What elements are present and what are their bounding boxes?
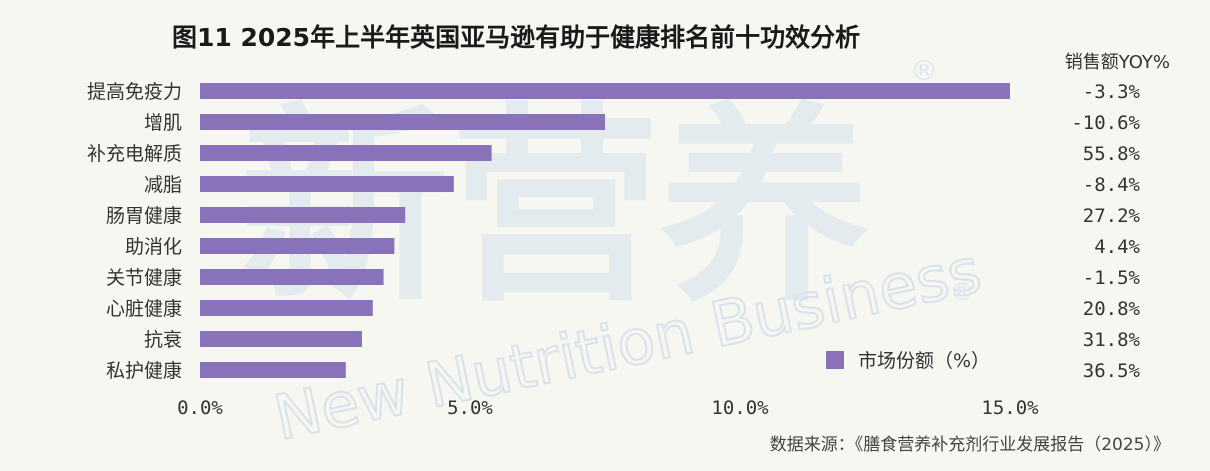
x-tick-0: 0.0%: [177, 397, 223, 419]
legend-label: 市场份额（%）: [858, 350, 991, 372]
chart-title: 图11 2025年上半年英国亚马逊有助于健康排名前十功效分析: [172, 23, 861, 52]
category-label-5: 助消化: [125, 236, 182, 258]
bar-4: [200, 207, 406, 223]
category-label-3: 减脂: [144, 174, 182, 196]
yoy-label-9: 36.5%: [1083, 360, 1141, 382]
legend: 市场份额（%）: [826, 346, 990, 373]
yoy-label-7: 20.8%: [1083, 298, 1141, 320]
bar-1: [200, 114, 605, 130]
category-label-0: 提高免疫力: [87, 81, 182, 103]
bar-3: [200, 176, 454, 192]
category-label-8: 抗衰: [144, 329, 182, 351]
bar-7: [200, 300, 373, 316]
yoy-label-1: -10.6%: [1071, 112, 1140, 134]
yoy-label-6: -1.5%: [1083, 267, 1141, 289]
x-tick-2: 10.0%: [711, 397, 769, 419]
yoy-labels-group: -3.3% -10.6% 55.8% -8.4% 27.2% 4.4% -1.5% 20.8%…: [1071, 81, 1140, 382]
category-label-1: 增肌: [144, 112, 182, 134]
category-label-6: 关节健康: [106, 267, 182, 289]
yoy-label-8: 31.8%: [1083, 329, 1141, 351]
category-label-9: 私护健康: [106, 360, 182, 382]
category-label-4: 肠胃健康: [106, 205, 182, 227]
bar-5: [200, 238, 395, 254]
yoy-label-4: 27.2%: [1083, 205, 1141, 227]
source-note: 数据来源：《膳食营养补充剂行业发展报告（2025）》: [769, 435, 1170, 455]
bar-0: [200, 83, 1010, 99]
category-label-2: 补充电解质: [87, 143, 182, 165]
legend-swatch: [826, 350, 844, 369]
yoy-label-2: 55.8%: [1083, 143, 1141, 165]
yoy-label-0: -3.3%: [1083, 81, 1141, 103]
yoy-label-5: 4.4%: [1094, 236, 1140, 258]
yoy-label-3: -8.4%: [1083, 174, 1141, 196]
category-label-7: 心脏健康: [106, 298, 182, 320]
bar-6: [200, 269, 384, 285]
x-tick-labels-group: 0.0% 5.0% 10.0% 15.0%: [177, 397, 1039, 419]
bar-2: [200, 145, 492, 161]
yoy-column-header: 销售额YOY%: [1064, 52, 1170, 73]
x-tick-1: 5.0%: [447, 397, 493, 419]
bar-8: [200, 331, 362, 347]
bar-9: [200, 362, 346, 378]
bars-group: [200, 83, 1010, 378]
x-tick-3: 15.0%: [981, 397, 1039, 419]
